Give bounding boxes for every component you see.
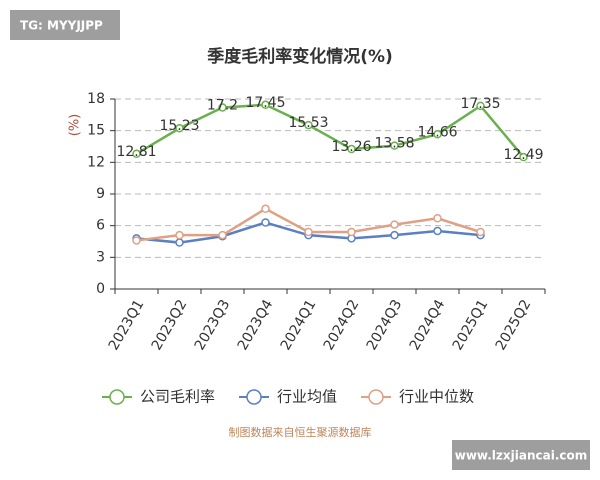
- point: [218, 103, 227, 112]
- point: [261, 100, 270, 110]
- source: 制图数据来自恒生聚源数据库: [229, 425, 372, 439]
- y-tick-label: 12: [87, 154, 105, 170]
- point: [476, 101, 485, 111]
- site-box: [452, 440, 590, 470]
- point: [390, 230, 399, 240]
- data-label: 15.53: [288, 115, 328, 131]
- point: [218, 230, 227, 240]
- data-label: 14.66: [417, 124, 457, 140]
- data-label: 17.35: [460, 96, 500, 112]
- data-label: 15.23: [159, 118, 199, 134]
- y-tick-label: 15: [87, 123, 105, 139]
- point: [433, 130, 442, 139]
- y-tick-label: 9: [96, 186, 105, 202]
- point: [390, 141, 399, 150]
- point: [476, 227, 485, 237]
- y-axis-label: (%): [68, 114, 83, 137]
- x-tick-label: 2024Q3: [364, 297, 406, 353]
- x-tick-label: 2025Q1: [450, 297, 492, 353]
- point: [175, 238, 184, 247]
- point: [433, 226, 442, 236]
- point: [132, 149, 141, 159]
- point: [261, 204, 270, 214]
- watermark-box: [10, 10, 120, 40]
- y-tick-label: 18: [87, 91, 105, 107]
- x-tick-label: 2023Q1: [106, 297, 148, 353]
- x-tick-label: 2024Q1: [278, 297, 320, 353]
- point: [261, 218, 270, 227]
- x-tick-label: 2023Q3: [192, 297, 234, 353]
- point: [390, 220, 399, 229]
- chart-title: 季度毛利率变化情况(%): [207, 46, 393, 67]
- x-tick-label: 2023Q2: [149, 297, 191, 353]
- x-tick-label: 2025Q2: [493, 297, 535, 353]
- legend-label: 行业中位数: [399, 388, 474, 406]
- legend-swatch: [109, 389, 125, 405]
- data-label: 12.49: [503, 147, 543, 163]
- legend-label: 行业均值: [277, 388, 337, 406]
- y-tick-label: 3: [96, 249, 105, 265]
- legend-swatch: [368, 389, 384, 405]
- legend-label: 公司毛利率: [140, 388, 215, 406]
- site-label: www.lzxjiancai.com: [455, 449, 588, 463]
- data-label: 17.45: [245, 95, 285, 111]
- point: [347, 227, 356, 237]
- x-tick-label: 2023Q4: [235, 297, 277, 353]
- y-tick-label: 0: [96, 281, 105, 297]
- point: [304, 120, 313, 130]
- point: [132, 236, 141, 245]
- point: [175, 123, 184, 133]
- point: [433, 214, 442, 223]
- point: [175, 230, 184, 240]
- point: [347, 144, 356, 154]
- legend-swatch: [246, 389, 262, 405]
- series-line: [135, 103, 525, 158]
- watermark: TG: MYYJJPP: [20, 19, 103, 33]
- y-tick-label: 6: [96, 218, 105, 234]
- data-label: 13.58: [374, 136, 414, 152]
- point: [304, 227, 313, 237]
- data-label: 13.26: [331, 139, 371, 155]
- data-label: 17.2: [207, 97, 238, 113]
- point: [519, 152, 528, 162]
- data-label: 12.81: [116, 144, 156, 160]
- x-tick-label: 2024Q4: [407, 297, 449, 353]
- x-tick-label: 2024Q2: [321, 297, 363, 353]
